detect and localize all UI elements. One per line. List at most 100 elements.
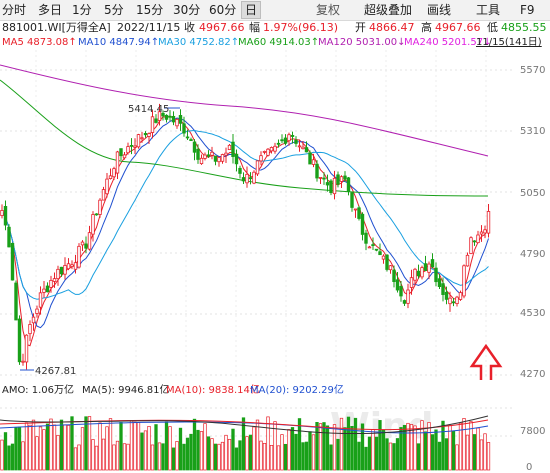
candle-body — [262, 150, 267, 153]
volume-bar — [84, 416, 88, 471]
candle-body — [105, 178, 109, 195]
change-label: 幅 — [249, 21, 260, 34]
date-range: 11/15(141日) — [476, 37, 542, 48]
volume-bar — [245, 436, 249, 471]
candle-body — [87, 232, 92, 250]
candle-body — [451, 301, 456, 304]
tools-button[interactable]: 工具 — [476, 3, 501, 17]
volume-bar — [63, 424, 67, 471]
volume-bar — [399, 427, 403, 471]
ma30-value: MA30 4752.82↑ — [158, 37, 240, 48]
volume-bar — [336, 438, 340, 471]
volume-bar — [21, 441, 25, 471]
candle-body — [133, 145, 137, 148]
draw-line-button[interactable]: 画线 — [427, 3, 452, 17]
volume-bar — [77, 444, 81, 471]
tab-30min[interactable]: 30分 — [173, 3, 201, 17]
volume-bar — [171, 447, 176, 471]
adjust-button[interactable]: 复权 — [316, 3, 341, 17]
volume-bar — [59, 419, 64, 471]
candle-body — [273, 145, 277, 152]
candle-body — [311, 159, 316, 165]
volume-bar — [115, 440, 120, 471]
ma-legend: MA5 4873.08↑ MA10 4847.94↑ MA30 4752.82↑… — [0, 36, 550, 50]
volume-bar — [108, 418, 113, 471]
candle-body — [94, 213, 99, 216]
candle-body — [357, 207, 361, 219]
candle-body — [185, 136, 190, 139]
volume-bar — [129, 420, 134, 471]
f9-button[interactable]: F9 — [520, 3, 535, 17]
low-annotation: 4267.81 — [20, 366, 76, 377]
candle-body — [129, 145, 134, 147]
volume-bar — [136, 421, 141, 471]
candle-body — [126, 146, 130, 154]
candle-body — [119, 148, 123, 157]
volume-bar — [150, 444, 155, 471]
candle-body — [147, 133, 151, 137]
quote-header: 881001.WI[万得全A] 2022/11/15 收 4967.66 幅 1… — [0, 20, 550, 36]
vol-ma20-line — [0, 421, 489, 434]
candle-body — [308, 152, 312, 165]
volume-bar — [112, 444, 116, 471]
volume-bar — [395, 438, 400, 471]
candle-body — [472, 240, 477, 243]
tab-1min[interactable]: 1分 — [72, 3, 92, 17]
candle-body — [360, 213, 365, 235]
volume-bar — [322, 422, 326, 471]
volume-bar — [367, 436, 372, 471]
price-tick: 5570 — [520, 65, 545, 76]
tab-daily[interactable]: 日 — [241, 1, 262, 19]
candle-body — [248, 177, 253, 180]
volume-bar — [472, 434, 477, 471]
candle-body — [392, 269, 396, 282]
volume-bar — [329, 444, 333, 471]
overlay-button[interactable]: 超级叠加 — [364, 3, 413, 17]
volume-bar — [483, 433, 487, 471]
open-label: 开 — [355, 21, 366, 34]
candle-body — [294, 139, 298, 144]
volume-bar — [45, 423, 50, 471]
volume-bar — [234, 447, 239, 471]
candle-body — [465, 254, 470, 267]
candle-body — [178, 115, 183, 124]
volume-bar — [339, 417, 344, 471]
candle-body — [364, 232, 368, 244]
candle-body — [325, 182, 330, 186]
candle-body — [283, 137, 288, 144]
volume-bar — [66, 425, 71, 471]
tab-60min[interactable]: 60分 — [209, 3, 237, 17]
candle-body — [164, 114, 169, 120]
volume-bar — [374, 436, 379, 471]
candle-body — [203, 154, 207, 159]
tab-15min[interactable]: 15分 — [136, 3, 164, 17]
candle-body — [171, 115, 176, 123]
price-axis: 5570 5310 5050 4790 4530 4270 — [520, 65, 545, 380]
volume-bar — [147, 425, 151, 471]
price-tick: 4790 — [520, 249, 545, 260]
volume-chart[interactable]: Wind 7800 0 — [0, 398, 550, 473]
candle-body — [14, 282, 18, 321]
high-value: 4967.66 — [435, 21, 481, 34]
volume-bar — [154, 424, 158, 471]
candle-body — [427, 263, 431, 273]
volume-bar — [199, 431, 204, 471]
tab-multi-day[interactable]: 多日 — [38, 3, 63, 17]
tab-5min[interactable]: 5分 — [104, 3, 124, 17]
ma120-line — [0, 64, 489, 157]
volume-bar — [350, 425, 354, 471]
price-tick: 4270 — [520, 369, 545, 380]
price-tick: 5310 — [520, 126, 545, 137]
volume-bar — [238, 440, 242, 471]
volume-bar — [164, 421, 169, 471]
candle-body — [31, 316, 36, 324]
candle-body — [24, 334, 29, 363]
candle-body — [10, 242, 15, 281]
volume-bar — [255, 419, 260, 471]
kline-chart[interactable]: 5570 5310 5050 4790 4530 4270 5414.45 42… — [0, 50, 550, 380]
volume-bar — [105, 426, 109, 471]
volume-bar — [91, 439, 95, 471]
tab-intraday[interactable]: 分时 — [2, 3, 27, 17]
ma120-value: MA120 5031.00↓ — [318, 37, 406, 48]
volume-bar — [203, 423, 207, 471]
